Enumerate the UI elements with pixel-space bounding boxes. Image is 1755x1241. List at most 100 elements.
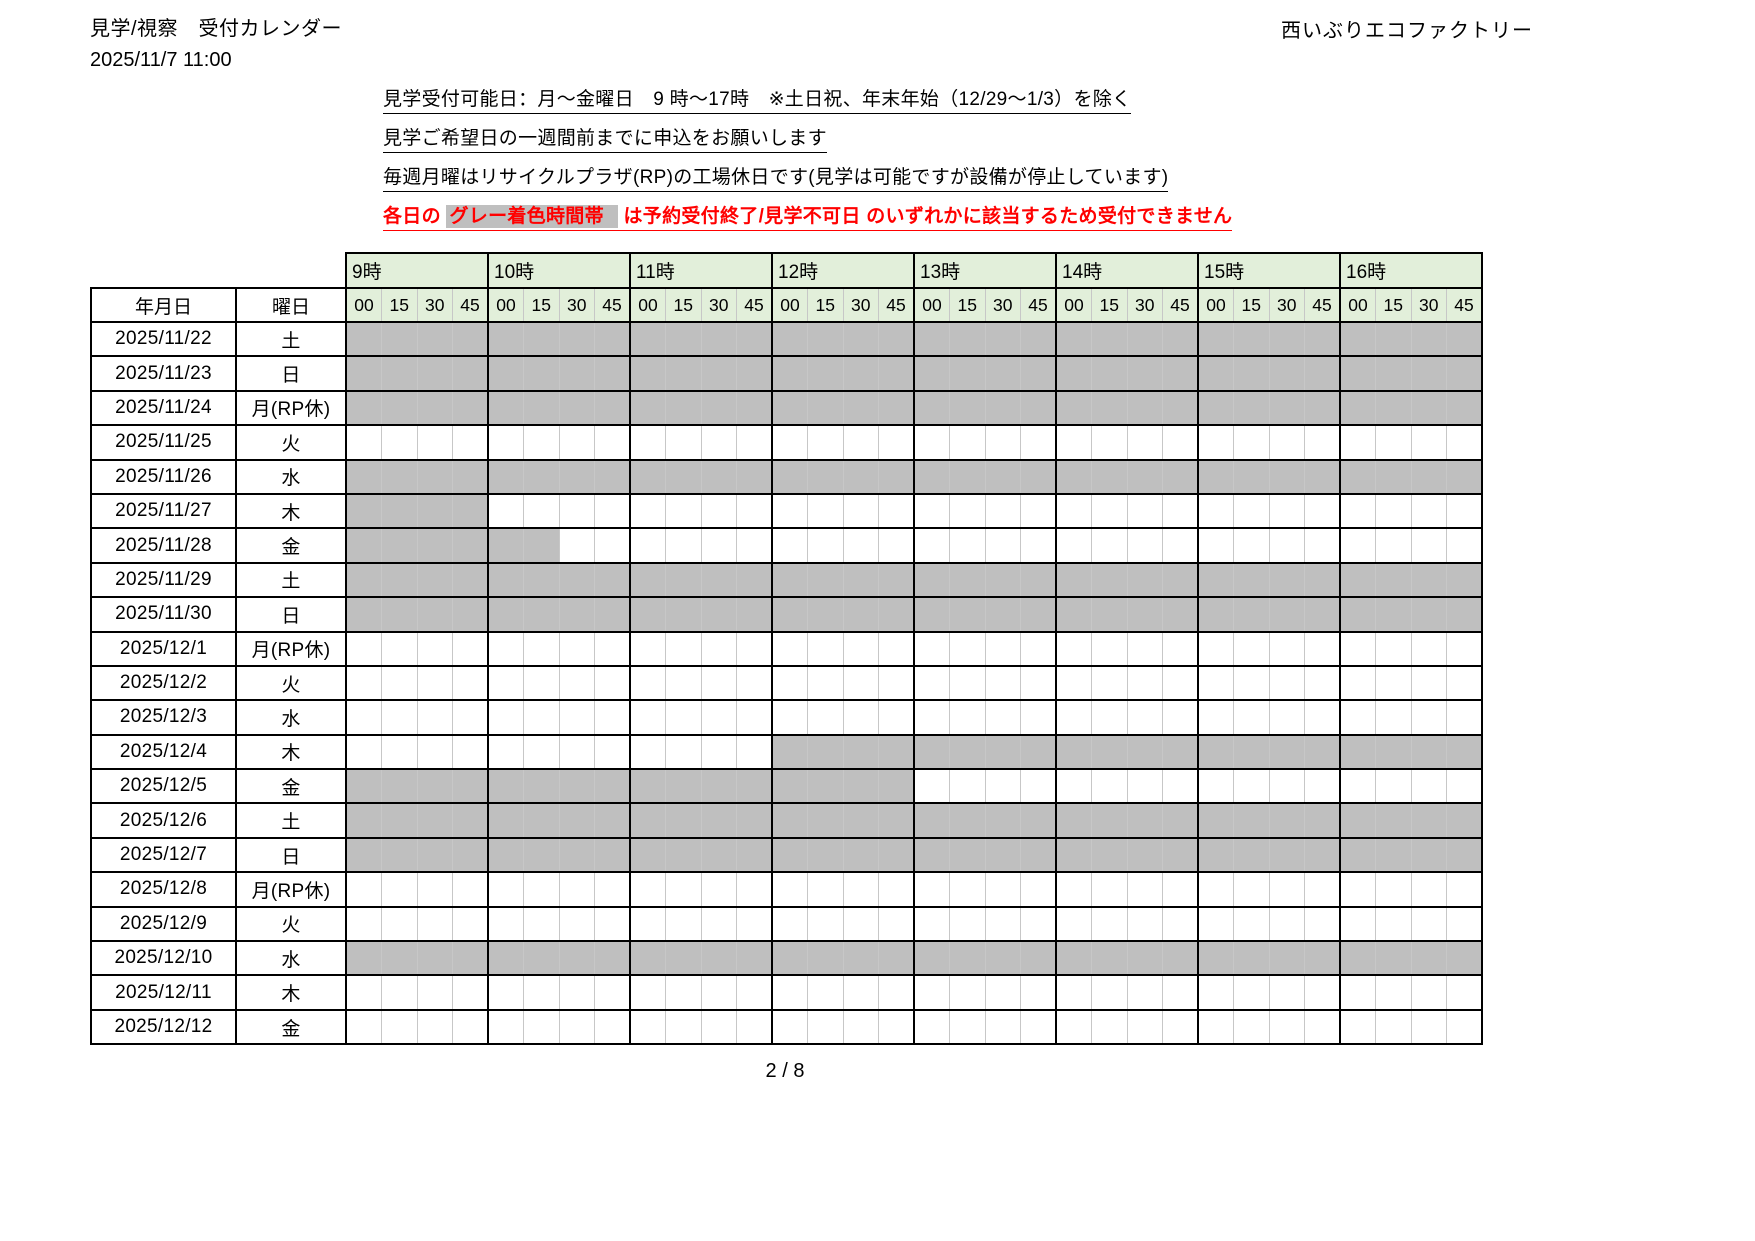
- time-slot-cell: [1091, 630, 1127, 667]
- time-slot-cell: [1375, 561, 1411, 599]
- time-slot-cell: [1446, 802, 1483, 839]
- time-slot-cell: [1233, 458, 1269, 495]
- note-reception-days: 見学受付可能日：月～金曜日 9 時～17時 ※土日祝、年末年始（12/29～1/…: [383, 84, 1132, 114]
- time-slot-cell: [878, 905, 914, 943]
- time-slot-cell: [558, 424, 595, 461]
- time-slot-cell: [736, 630, 772, 667]
- time-slot-cell: [629, 596, 666, 633]
- date-cell: 2025/12/5: [90, 768, 237, 805]
- time-slot-cell: [1410, 836, 1447, 874]
- time-slot-cell: [487, 492, 524, 530]
- time-slot-cell: [807, 768, 843, 805]
- time-slot-cell: [1339, 389, 1376, 427]
- time-slot-cell: [416, 1008, 453, 1046]
- time-slot-cell: [1020, 424, 1056, 461]
- weekday-cell: 月(RP休): [235, 630, 347, 667]
- time-slot-cell: [1410, 458, 1447, 495]
- time-slot-cell: [984, 664, 1021, 702]
- time-slot-cell: [700, 1008, 737, 1046]
- time-slot-cell: [984, 974, 1021, 1011]
- time-slot-cell: [1375, 320, 1411, 358]
- time-slot-cell: [807, 699, 843, 736]
- time-slot-cell: [1268, 802, 1305, 839]
- time-slot-cell: [1410, 320, 1447, 358]
- time-slot-cell: [1197, 664, 1234, 702]
- time-slot-cell: [984, 320, 1021, 358]
- time-slot-cell: [1162, 492, 1198, 530]
- time-slot-cell: [1304, 836, 1340, 874]
- time-slot-cell: [771, 630, 808, 667]
- time-slot-cell: [1410, 974, 1447, 1011]
- time-slot-cell: [1375, 1008, 1411, 1046]
- time-slot-cell: [771, 389, 808, 427]
- calendar-row: 2025/12/8 月(RP休): [90, 871, 1483, 908]
- time-slot-cell: [1268, 836, 1305, 874]
- time-slot-cell: [736, 768, 772, 805]
- time-slot-cell: [665, 733, 701, 771]
- time-slot-cell: [487, 458, 524, 495]
- time-slot-cell: [1339, 733, 1376, 771]
- time-slot-cell: [1233, 836, 1269, 874]
- time-slot-cell: [665, 561, 701, 599]
- time-slot-cell: [842, 940, 879, 977]
- time-slot-cell: [558, 802, 595, 839]
- time-slot-cell: [913, 458, 950, 495]
- time-slot-cell: [381, 768, 417, 805]
- time-slot-cell: [345, 768, 382, 805]
- time-slot-cell: [345, 836, 382, 874]
- time-slot-cell: [523, 424, 559, 461]
- time-slot-cell: [1197, 974, 1234, 1011]
- time-slot-cell: [1162, 424, 1198, 461]
- corner-blank: [236, 253, 346, 288]
- time-slot-cell: [1126, 733, 1163, 771]
- time-slot-cell: [345, 664, 382, 702]
- time-slot-cell: [523, 802, 559, 839]
- time-slot-cell: [1091, 1008, 1127, 1046]
- time-slot-cell: [558, 905, 595, 943]
- time-slot-cell: [523, 320, 559, 358]
- time-slot-cell: [558, 1008, 595, 1046]
- time-slot-cell: [1055, 905, 1092, 943]
- time-slot-cell: [1233, 527, 1269, 564]
- time-slot-cell: [1339, 458, 1376, 495]
- date-cell: 2025/12/12: [90, 1008, 237, 1046]
- time-slot-cell: [1126, 940, 1163, 977]
- minute-header: 45: [878, 287, 914, 323]
- time-slot-cell: [736, 940, 772, 977]
- time-slot-cell: [416, 871, 453, 908]
- page-number: 2 / 8: [765, 1060, 805, 1082]
- time-slot-cell: [1162, 699, 1198, 736]
- time-slot-cell: [771, 355, 808, 392]
- time-slot-cell: [771, 836, 808, 874]
- time-slot-cell: [452, 320, 488, 358]
- time-slot-cell: [345, 596, 382, 633]
- time-slot-cell: [842, 527, 879, 564]
- time-slot-cell: [452, 492, 488, 530]
- time-slot-cell: [1020, 527, 1056, 564]
- time-slot-cell: [807, 802, 843, 839]
- weekday-cell: 月(RP休): [235, 389, 347, 427]
- date-cell: 2025/11/24: [90, 389, 237, 427]
- time-slot-cell: [807, 871, 843, 908]
- hour-header: 13時: [913, 252, 1057, 289]
- time-slot-cell: [1020, 561, 1056, 599]
- minute-header: 30: [842, 287, 879, 323]
- time-slot-cell: [1410, 733, 1447, 771]
- time-slot-cell: [1020, 389, 1056, 427]
- time-slot-cell: [416, 699, 453, 736]
- time-slot-cell: [381, 492, 417, 530]
- time-slot-cell: [452, 561, 488, 599]
- time-slot-cell: [381, 389, 417, 427]
- time-slot-cell: [984, 733, 1021, 771]
- time-slot-cell: [842, 355, 879, 392]
- time-slot-cell: [1091, 836, 1127, 874]
- time-slot-cell: [629, 699, 666, 736]
- time-slot-cell: [1162, 905, 1198, 943]
- time-slot-cell: [1126, 458, 1163, 495]
- time-slot-cell: [523, 527, 559, 564]
- time-slot-cell: [629, 974, 666, 1011]
- time-slot-cell: [1020, 492, 1056, 530]
- time-slot-cell: [984, 527, 1021, 564]
- time-slot-cell: [452, 527, 488, 564]
